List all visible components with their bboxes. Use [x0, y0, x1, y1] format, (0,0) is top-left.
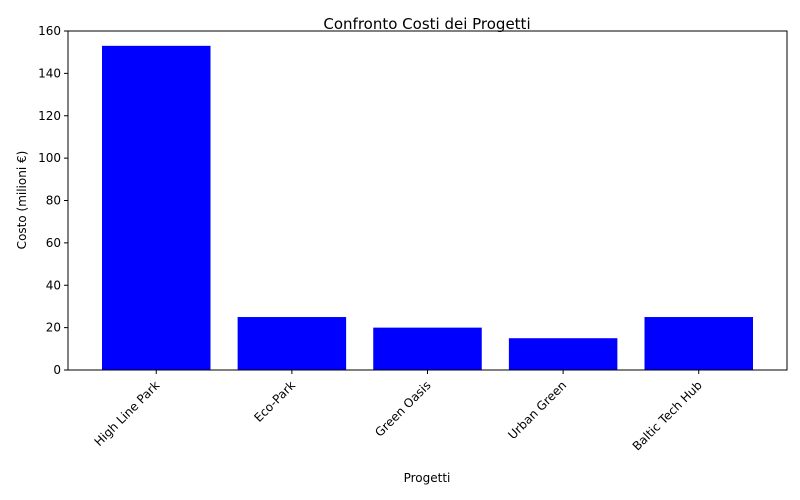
bar — [644, 317, 753, 370]
x-tick-label: Urban Green — [505, 378, 569, 442]
bars — [102, 45, 753, 371]
y-tick-label: 60 — [46, 236, 61, 250]
x-tick-label: High Line Park — [92, 378, 163, 449]
y-tick-label: 140 — [38, 66, 61, 80]
y-tick-label: 0 — [53, 363, 61, 377]
y-axis-ticks: 0 20 40 60 80 100 120 140 160 — [38, 24, 68, 377]
x-axis-ticks: High Line Park Eco-Park Green Oasis Urban G… — [92, 370, 705, 453]
x-tick-label: Baltic Tech Hub — [630, 378, 705, 453]
y-tick-label: 20 — [46, 321, 61, 335]
y-tick-label: 80 — [46, 194, 61, 208]
y-tick-label: 120 — [38, 109, 61, 123]
bar — [102, 45, 211, 371]
y-tick-label: 100 — [38, 151, 61, 165]
y-axis-label: Costo (milioni €) — [15, 151, 29, 250]
bar — [237, 317, 347, 370]
chart-title: Confronto Costi dei Progetti — [323, 15, 530, 33]
x-axis-label: Progetti — [404, 471, 451, 485]
y-tick-label: 40 — [46, 278, 61, 292]
plot-frame — [67, 30, 788, 371]
bar — [373, 327, 482, 370]
x-tick-label: Green Oasis — [372, 378, 433, 439]
x-tick-label: Eco-Park — [251, 378, 298, 425]
bar — [508, 338, 618, 370]
y-tick-label: 160 — [38, 24, 61, 38]
